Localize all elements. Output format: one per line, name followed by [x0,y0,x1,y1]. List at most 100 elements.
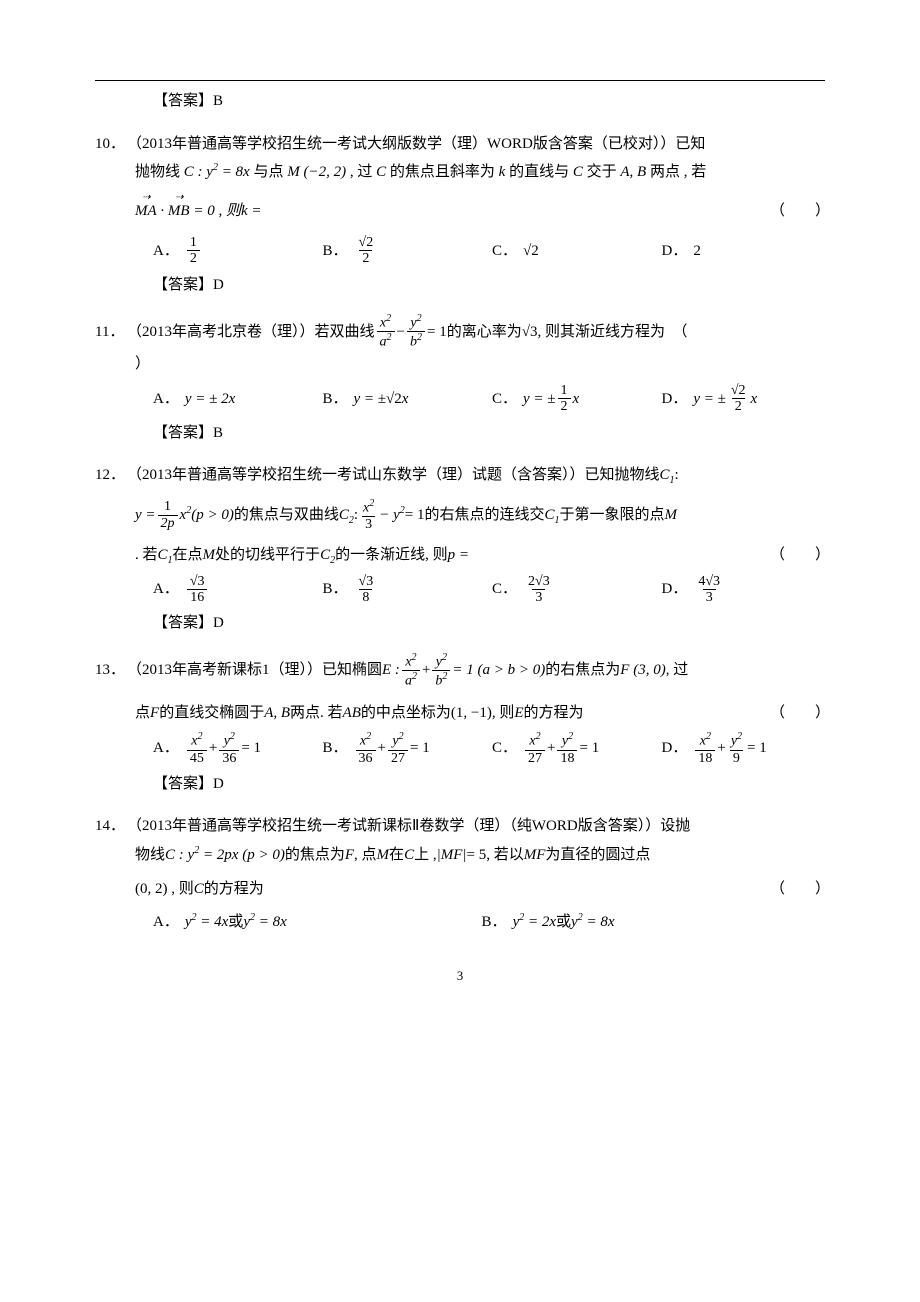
C1b: C1 [545,501,560,530]
src: （2013年高考北京卷（理））若双曲线 [127,318,375,347]
q10-line1: 10．（2013年普通高等学校招生统一考试大纲版数学（理）WORD版含答案（已校… [95,130,825,159]
ans: D [213,776,224,792]
vec-MB: MB [168,197,190,226]
n: y2 [389,731,406,749]
v: 2 [693,237,701,266]
src: （2013年普通高等学校招生统一考试新课标Ⅱ卷数学（理）（纯WORD版含答案））… [127,818,690,834]
n: x2 [377,313,394,331]
F: F [150,699,159,728]
t: 两点. 若 [290,699,343,728]
q10-options: A． 12 B． √22 C． √2 D． 2 [95,235,825,267]
page-number: 3 [95,964,825,989]
num: 14． [95,812,127,841]
vec-MA: MA [135,197,157,226]
q10-optD: D． 2 [662,237,826,266]
q12-optD: D． 4√33 [662,574,826,606]
MF2: MF [524,841,546,870]
q11-line-paren: ） [95,350,825,379]
n: x2 [697,731,714,749]
d: 2 [187,250,200,266]
curve: C : y2 = 2px (p > 0) [165,841,285,870]
q14-optA: A． y2 = 4x 或 y2 = 8x [153,908,476,937]
l: B． [323,575,348,604]
q9-answer-block: 【答案】B [95,87,825,116]
x: x [402,385,409,414]
F: F (3, 0) [620,656,665,685]
p: y = ± [523,385,556,414]
q13-line2: 点 F 的直线交椭圆于 A, B 两点. 若 AB 的中点坐标为 (1, −1)… [95,699,825,728]
t: 的一条渐近线, 则 [335,541,448,570]
t: 的右焦点为 [545,656,620,685]
q11-options: A． y = ± 2x B． y = ±√2x C． y = ± 12 x D．… [95,383,825,415]
q10-optA: A． 12 [153,235,317,267]
x: x [751,385,758,414]
ptM: M (−2, 2) [287,164,346,180]
my2: − y2 [379,501,405,530]
d: 3 [532,589,545,605]
eq: = 0 , 则 [193,203,241,219]
d: 45 [187,750,207,766]
pcond: (p > 0) [191,501,234,530]
t: , 点 [354,841,377,870]
e2: y2 = 8x [243,908,286,937]
q11-optB: B． y = ±√2x [323,385,487,414]
e1: y2 = 4x [185,908,228,937]
pl: + [547,734,555,763]
q13-optB: B． x236 + y227 = 1 [323,731,487,765]
q12: 12． （2013年普通高等学校招生统一考试山东数学（理）试题（含答案））已知抛… [95,461,825,638]
sym: k [499,164,506,180]
l: D． [662,734,688,763]
pl: + [422,656,430,685]
t: 为直径的圆过点 [545,841,650,870]
d: 27 [525,750,545,766]
n: y2 [221,731,238,749]
l: B． [482,908,507,937]
pl: + [378,734,386,763]
n: y2 [728,731,745,749]
d: 2p [158,515,178,531]
al: 【答案】 [153,615,213,631]
v: √2 [523,237,539,266]
n: x2 [526,731,543,749]
d: 36 [219,750,239,766]
sym: C [573,164,583,180]
t: , 若以 [486,841,524,870]
q13: 13． （2013年高考新课标1（理））已知椭圆 E : x2a2 + y2b2… [95,652,825,799]
eq: = 1 [747,734,767,763]
l: C． [492,734,517,763]
d: 9 [730,750,743,766]
l: A． [153,575,179,604]
q12-optA: A． √316 [153,574,317,606]
t: 上 , [414,841,437,870]
q10-line2: 抛物线 C : y2 = 8x 与点 M (−2, 2) , 过 C 的焦点且斜… [95,158,825,187]
or: 或 [556,908,571,937]
l: B． [323,734,348,763]
header-rule [95,80,825,81]
q12-answer-line: 【答案】D [95,609,825,638]
q11-line1: 11． （2013年高考北京卷（理））若双曲线 x2a2 − y2b2 = 1 … [95,313,825,350]
C1: C1 [660,461,675,490]
n: x2 [402,652,419,670]
q10-answer-line: 【答案】D [95,271,825,300]
t: , 则其渐近线方程为 （ [537,318,687,347]
n: √3 [187,574,208,589]
sym: C [376,164,386,180]
t: , 则 [492,699,515,728]
n: y2 [559,731,576,749]
d: b2 [432,670,450,689]
n: √3 [356,574,377,589]
q13-line1: 13． （2013年高考新课标1（理））已知椭圆 E : x2a2 + y2b2… [95,652,825,689]
v: y = ± 2x [185,385,235,414]
pl: + [717,734,725,763]
e2: y2 = 8x [571,908,614,937]
paren-blank: （ ） [770,197,825,226]
t: 的焦点与双曲线 [234,501,339,530]
p: y = ± [693,385,726,414]
e1: y2 = 2x [513,908,556,937]
d: 2 [359,250,372,266]
n: y2 [433,652,450,670]
q10-source: （2013年普通高等学校招生统一考试大纲版数学（理）WORD版含答案（已校对））… [127,136,705,152]
n: 1 [161,499,174,514]
d: 18 [557,750,577,766]
d: a2 [402,670,420,689]
